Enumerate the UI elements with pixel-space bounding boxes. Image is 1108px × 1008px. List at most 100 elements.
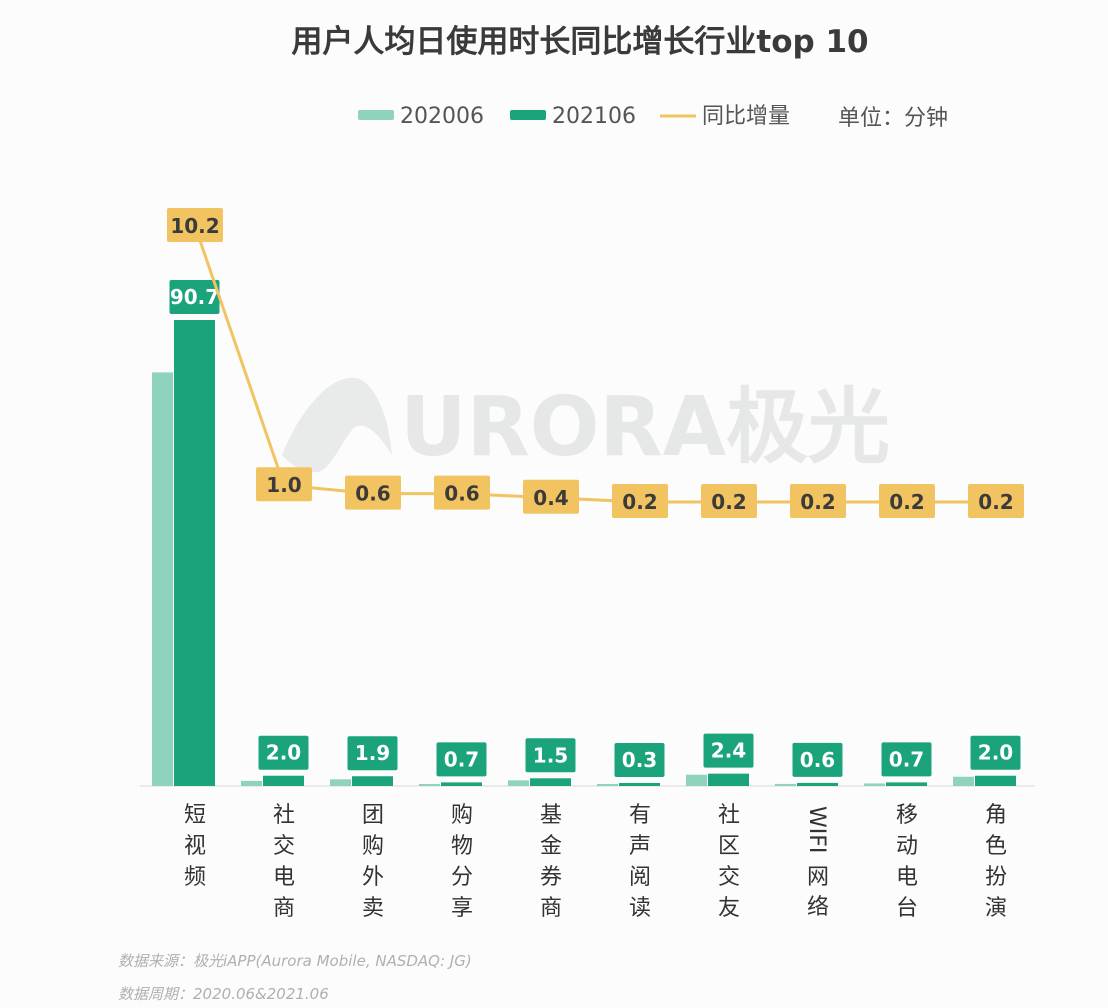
bar-data-label-text: 2.0: [266, 741, 301, 765]
bar-data-label-text: 0.6: [800, 748, 835, 772]
bar-data-label-box: [436, 742, 487, 777]
bar-202006: [330, 779, 351, 786]
yoy-data-label-box: [879, 484, 935, 518]
bar-202106: [619, 783, 660, 786]
watermark-text: URORA极光: [400, 380, 890, 475]
bar-data-labels: 90.7 2.0 1.9 0.7 1.5 0.3 2.4 0.6 0.7 2.0: [169, 280, 1021, 777]
yoy-data-label-text: 0.6: [355, 482, 390, 506]
bar-data-label-box: [703, 733, 754, 768]
yoy-data-label: 1.0: [256, 467, 312, 502]
legend-swatch-202106: [510, 110, 546, 120]
bar-data-label-text: 2.0: [978, 741, 1013, 765]
legend-swatch-202006: [358, 110, 394, 120]
yoy-data-label-box: [167, 208, 223, 242]
category-label: 角色扮演: [985, 803, 1007, 921]
bar-data-label-box: [347, 736, 398, 771]
yoy-data-label-box: [523, 479, 579, 514]
bar-202006: [152, 372, 173, 786]
bar-data-label-text: 0.7: [444, 747, 479, 771]
bar-data-label-text: 90.7: [170, 285, 219, 309]
yoy-data-label-text: 0.2: [889, 490, 924, 514]
yoy-data-label: 0.2: [790, 484, 846, 518]
bar-data-label: 1.5: [525, 738, 576, 773]
bar-data-label-box: [970, 735, 1021, 770]
yoy-data-label: 0.6: [434, 475, 490, 510]
category-label: 短视频: [184, 803, 206, 890]
yoy-data-labels: 10.2 1.0 0.6 0.6 0.4 0.2 0.2 0.2 0.2 0.2: [167, 208, 1024, 518]
yoy-data-label-text: 0.2: [622, 490, 657, 514]
bar-data-label-text: 0.3: [622, 748, 657, 772]
unit-label: 单位：分钟: [838, 106, 948, 131]
bar-202106: [886, 782, 927, 786]
legend-label-202006: 202006: [400, 104, 484, 129]
bar-data-label: 2.4: [703, 733, 754, 768]
yoy-line-path: [193, 225, 996, 504]
category-labels: 短视频 社交电商 团购外卖 购物分享 基金券商 有声阅读 社区交友 WIFI 网络 移动电台 角色扮…: [184, 803, 1007, 921]
bar-202006: [597, 784, 618, 786]
category-label: 基金券商: [540, 803, 562, 921]
category-label: 社区交友: [718, 803, 740, 921]
bar-data-label: 1.9: [347, 736, 398, 771]
series-202006: [152, 372, 974, 786]
category-label: 社交电商: [273, 803, 295, 921]
bar-data-label-text: 1.9: [355, 741, 390, 765]
bar-data-label: 2.0: [970, 735, 1021, 770]
yoy-data-label: 0.2: [879, 484, 935, 518]
category-label: WIFI: [804, 806, 829, 853]
aurora-logo-icon: [282, 377, 392, 473]
category-label: 购物分享: [451, 803, 473, 921]
bar-data-label-box: [525, 738, 576, 773]
category-label: 网络: [807, 865, 829, 920]
bar-data-label-box: [169, 280, 220, 314]
bar-data-label-box: [258, 735, 309, 770]
legend-label-yoy: 同比增量: [702, 104, 790, 129]
yoy-data-label-box: [790, 484, 846, 518]
category-label: 有声阅读: [629, 803, 651, 921]
bar-202106: [708, 773, 749, 786]
yoy-data-label: 0.2: [701, 484, 757, 518]
yoy-data-label-text: 0.2: [711, 490, 746, 514]
bar-data-label: 0.6: [792, 742, 843, 777]
yoy-data-label-box: [256, 467, 312, 502]
bar-202006: [419, 784, 440, 786]
yoy-data-label: 0.2: [612, 484, 668, 518]
bar-data-label-text: 0.7: [889, 747, 924, 771]
yoy-data-label-box: [434, 475, 490, 510]
category-label: 移动电台: [896, 803, 918, 921]
chart-title: 用户人均日使用时长同比增长行业top 10: [291, 24, 868, 60]
bar-202006: [241, 780, 262, 786]
bar-data-label: 0.7: [436, 742, 487, 777]
bar-202006: [953, 776, 974, 786]
bar-data-label-box: [792, 742, 843, 777]
bar-202106: [352, 776, 393, 786]
series-202106: [174, 320, 1016, 786]
yoy-data-label-box: [968, 484, 1024, 518]
category-label: 团购外卖: [362, 803, 384, 921]
bar-202106: [263, 775, 304, 786]
yoy-data-label-text: 0.2: [800, 490, 835, 514]
yoy-data-label-text: 0.6: [444, 482, 479, 506]
bar-data-label-box: [881, 742, 932, 777]
yoy-data-label-text: 1.0: [266, 473, 301, 497]
legend: 202006 202106 同比增量 单位：分钟: [358, 104, 948, 131]
bar-data-label: 90.7: [169, 280, 220, 314]
series-yoy-line: [193, 225, 996, 504]
bar-202006: [508, 780, 529, 786]
data-source: 数据来源：极光iAPP(Aurora Mobile, NASDAQ: JG): [118, 952, 472, 970]
yoy-data-label-text: 0.4: [533, 486, 568, 510]
bar-202106: [797, 782, 838, 786]
yoy-data-label: 0.4: [523, 479, 579, 514]
watermark: URORA极光: [282, 377, 890, 475]
data-period: 数据周期：2020.06&2021.06: [118, 985, 329, 1003]
yoy-data-label-box: [701, 484, 757, 518]
bar-data-label: 2.0: [258, 735, 309, 770]
bar-data-label: 0.7: [881, 742, 932, 777]
yoy-data-label-box: [345, 475, 401, 510]
bar-202106: [975, 775, 1016, 786]
yoy-data-label-text: 10.2: [170, 214, 219, 238]
bar-202006: [864, 783, 885, 786]
bar-data-label-text: 1.5: [533, 743, 568, 767]
bar-202006: [686, 774, 707, 786]
bar-data-label-box: [614, 743, 665, 777]
